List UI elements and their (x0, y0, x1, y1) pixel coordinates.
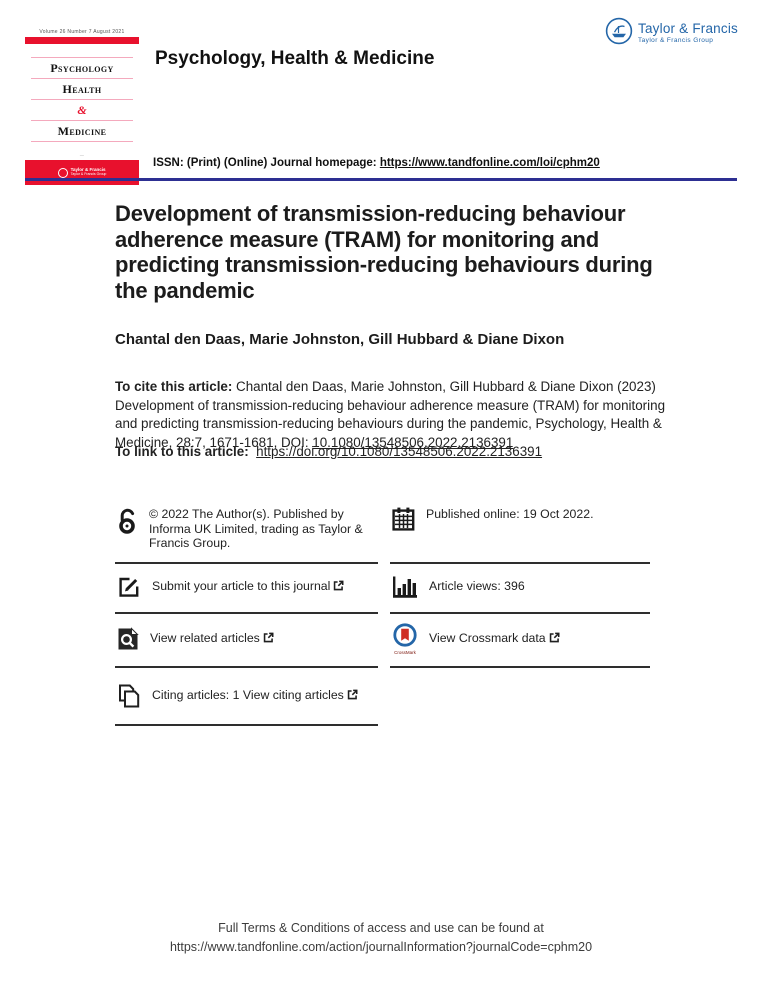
cite-paragraph: To cite this article: Chantal den Daas, … (115, 378, 675, 452)
publisher-logo: Taylor & Francis Taylor & Francis Group (605, 17, 738, 50)
cover-issue-info: Volume 26 Number 7 August 2021 (39, 29, 125, 35)
external-link-icon (263, 633, 274, 643)
license-text: © 2022 The Author(s). Published by Infor… (149, 507, 363, 551)
open-access-icon (117, 507, 138, 534)
related-articles-icon (117, 627, 139, 651)
cover-word-health: Health (62, 82, 102, 96)
bar-chart-icon (392, 575, 418, 599)
journal-title: Psychology, Health & Medicine (155, 48, 435, 69)
link-row: To link to this article: https://doi.org… (115, 444, 675, 459)
external-link-icon (334, 581, 344, 591)
calendar-icon (392, 507, 415, 531)
journal-homepage-link[interactable]: https://www.tandfonline.com/loi/cphm20 (379, 157, 600, 169)
cover-journal-title: Psychology Health & Medicine (31, 57, 133, 142)
footer-terms: Full Terms & Conditions of access and us… (0, 919, 762, 957)
article-info-grid: © 2022 The Author(s). Published by Infor… (115, 495, 650, 726)
footer-line2: https://www.tandfonline.com/action/journ… (169, 940, 593, 954)
article-title: Development of transmission-reducing beh… (115, 201, 653, 303)
published-online-row: Published online: 19 Oct 2022. (390, 495, 650, 564)
cover-publisher-block: Taylor & Francis Taylor & Francis Group (25, 160, 139, 185)
empty-cell (390, 668, 650, 726)
view-related-label[interactable]: View related articles (150, 631, 260, 646)
taylor-francis-ship-icon (605, 17, 633, 50)
publisher-name: Taylor & Francis (638, 21, 738, 36)
footer-line1: Full Terms & Conditions of access and us… (218, 921, 544, 935)
external-link-icon (549, 633, 560, 643)
taylor-francis-mini-logo-icon (57, 167, 68, 178)
cover-word-medicine: Medicine (57, 124, 107, 138)
journal-cover-thumbnail: Volume 26 Number 7 August 2021 Psycholog… (25, 27, 139, 185)
external-link-icon (347, 690, 358, 700)
published-online-text: Published online: 19 Oct 2022. (426, 507, 594, 521)
cover-word-psychology: Psychology (50, 61, 114, 75)
cite-doi-link[interactable]: 10.1080/13548506.2022.2136391 (312, 434, 514, 450)
link-label: To link to this article: (115, 444, 249, 459)
submit-article-row[interactable]: Submit your article to this journal (115, 564, 378, 614)
article-views-text: Article views: 396 (429, 579, 525, 594)
crossmark-caption: CrossMark (394, 649, 416, 655)
submit-label[interactable]: Submit your article to this journal (152, 579, 331, 594)
crossmark-icon: CrossMark (392, 623, 418, 655)
issn-label: ISSN: (Print) (Online) Journal homepage: (153, 157, 380, 169)
publisher-tagline: Taylor & Francis Group (638, 37, 714, 44)
view-related-row[interactable]: View related articles (115, 614, 378, 668)
license-row: © 2022 The Author(s). Published by Infor… (115, 495, 378, 564)
view-crossmark-label[interactable]: View Crossmark data (429, 631, 546, 646)
citing-articles-icon (117, 684, 141, 708)
cover-imprint-name: Taylor & Francis (70, 167, 106, 173)
citing-articles-row[interactable]: Citing articles: 1 View citing articles (115, 668, 378, 726)
cover-ampersand: & (77, 103, 87, 117)
submit-icon (117, 575, 141, 599)
header-divider (25, 178, 737, 181)
issn-homepage-line: ISSN: (Print) (Online) Journal homepage:… (153, 157, 600, 169)
doi-link[interactable]: https://doi.org/10.1080/13548506.2022.21… (256, 444, 543, 459)
cite-body: Chantal den Daas, Marie Johnston, Gill H… (115, 379, 666, 450)
view-crossmark-row[interactable]: CrossMark View Crossmark data (390, 614, 650, 668)
article-views-row: Article views: 396 (390, 564, 650, 614)
cover-red-bar (25, 37, 139, 44)
cite-label: To cite this article: (115, 379, 233, 394)
cover-fine-print: — (79, 152, 85, 157)
citing-articles-label[interactable]: Citing articles: 1 View citing articles (152, 688, 344, 703)
article-authors: Chantal den Daas, Marie Johnston, Gill H… (115, 331, 565, 348)
cover-imprint-tagline: Taylor & Francis Group (70, 172, 107, 177)
